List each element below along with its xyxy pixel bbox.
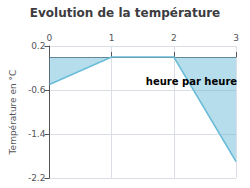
svg-text:Evolution de la température: Evolution de la température (30, 6, 221, 20)
svg-text:2: 2 (171, 33, 177, 43)
svg-text:-2.2: -2.2 (28, 173, 46, 183)
svg-text:0.2: 0.2 (31, 41, 45, 51)
svg-text:3: 3 (233, 33, 239, 43)
svg-text:heure par heure: heure par heure (146, 76, 237, 87)
svg-text:1: 1 (109, 33, 115, 43)
svg-text:-0.6: -0.6 (28, 85, 46, 95)
svg-text:Température en °C: Température en °C (8, 70, 18, 156)
svg-text:0: 0 (47, 33, 53, 43)
svg-text:-1.4: -1.4 (28, 129, 46, 139)
